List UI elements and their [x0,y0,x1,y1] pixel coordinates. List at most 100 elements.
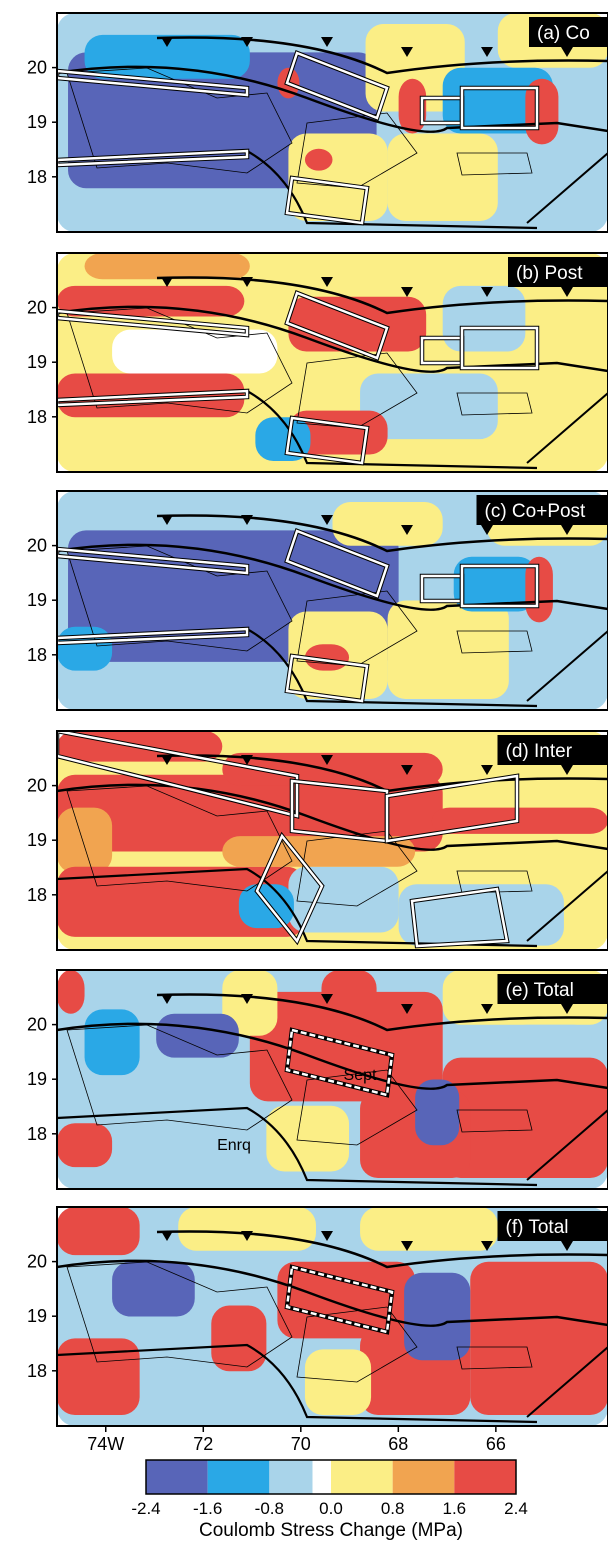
southern-fault [57,389,538,470]
stress-patch [84,253,250,280]
anegada-fault [526,152,608,224]
lat-label: 18 [27,407,47,427]
rupture-box [57,547,249,575]
rupture-box [410,887,509,948]
trench-fault [156,1230,608,1269]
colorbar-tick: -2.4 [131,1499,160,1518]
northern-fault [57,1259,608,1327]
stress-patch [112,329,278,374]
stress-field [57,731,608,950]
rupture-box [285,51,389,120]
southern-fault [57,627,538,708]
lon-label: 72 [193,1434,213,1454]
stress-patch [57,774,443,852]
trench-fault [156,993,608,1032]
panel-title: (b) Post [516,263,583,284]
stress-patch [398,78,427,134]
panel-title-bg [529,17,608,47]
southern-fault [57,1343,538,1424]
annotation-enrq: Enrq [217,1137,251,1154]
stress-patch [442,285,526,352]
stress-patch [211,1305,267,1372]
lat-label: 19 [27,590,47,610]
thrust-tooth [561,765,573,775]
panel-b: 20 19 18 (b) Post [27,252,608,473]
northern-fault [57,543,608,611]
thrust-tooth [321,755,333,765]
southern-fault [57,1106,538,1187]
lat-label: 18 [27,645,47,665]
southern-fault [57,867,538,948]
lat-label: 19 [27,1069,47,1089]
stress-patch [288,866,399,933]
rupture-box [57,627,249,645]
rupture-boxes [57,731,520,949]
colorbar-segment [312,1460,331,1494]
anegada-fault [526,1346,608,1418]
lat-label: 18 [27,1124,47,1144]
panel-title: (a) Co [537,23,590,44]
thrust-tooth [481,765,493,775]
rupture-boxes [57,50,540,226]
lat-label: 20 [27,1252,47,1272]
stress-patch [57,807,113,874]
colorbar-tick: 0.8 [381,1499,405,1518]
coastline [66,1261,533,1383]
rupture-box [285,1028,394,1097]
anegada-fault [526,870,608,942]
thrust-tooth [481,47,493,57]
thrust-tooth [481,1241,493,1251]
stress-patch [57,1338,140,1416]
rupture-box [57,309,249,337]
lat-label: 19 [27,352,47,372]
colorbar-segment [392,1460,455,1494]
thrust-tooth [481,525,493,535]
rupture-box [460,86,539,130]
panel-title: (f) Total [506,1217,569,1238]
panel-c: 20 19 18 (c) Co+Post [27,490,608,711]
stress-patch [57,970,85,1014]
thrust-tooth [161,515,173,525]
stress-patch [84,1009,140,1076]
lat-label: 18 [27,167,47,187]
thrust-tooth [321,37,333,47]
rupture-box [57,731,299,818]
coastline [66,785,533,907]
thrust-tooth [241,277,253,287]
rupture-boxes [57,290,540,466]
stress-field [57,13,608,232]
thrust-tooth [481,1004,493,1014]
rupture-box [285,291,389,360]
thrust-tooth [321,277,333,287]
lon-label: 70 [291,1434,311,1454]
thrust-tooth [161,37,173,47]
trench-fault [156,514,608,553]
anegada-fault [526,392,608,464]
stress-patch [156,1013,239,1058]
thrust-tooth [401,287,413,297]
thrust-tooth [241,994,253,1004]
thrust-tooth [161,1231,173,1241]
rupture-box [285,176,369,225]
lat-label: 20 [27,776,47,796]
thrust-tooth [561,47,573,57]
stress-field [57,491,608,710]
stress-patch [398,884,564,946]
colorbar-tick: 2.4 [504,1499,528,1518]
stress-patch [508,1024,592,1052]
stress-patch [304,148,333,171]
map-panels: 20 19 18 (a) Co 20 19 18 (b) Post 20 19 18 (c) Co+P… [27,12,608,1427]
thrust-tooth [161,994,173,1004]
colorbar-tick: 1.6 [443,1499,467,1518]
thrust-tooth [241,515,253,525]
rupture-box [385,774,519,843]
stress-patch [266,1105,350,1172]
lon-label: 68 [388,1434,408,1454]
northern-fault [57,1022,608,1090]
rupture-box [285,529,389,598]
panel-title-bg [497,1211,608,1241]
rupture-boxes [284,1027,395,1098]
stress-patch [360,1207,498,1251]
colorbar-segment [331,1460,393,1494]
